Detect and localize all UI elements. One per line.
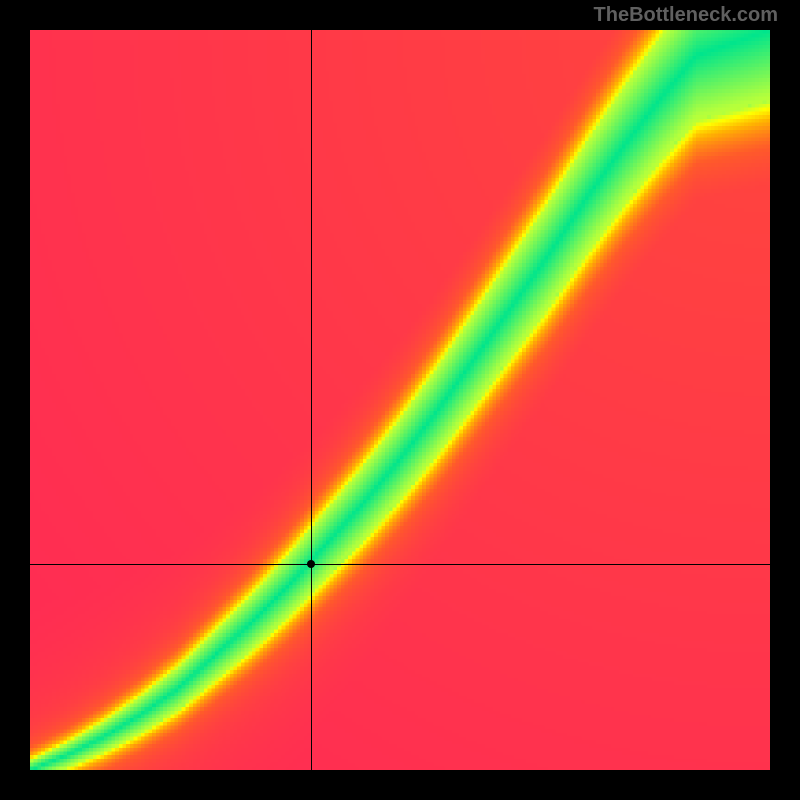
heatmap-canvas xyxy=(30,30,770,770)
watermark-text: TheBottleneck.com xyxy=(594,4,778,27)
crosshair-vertical xyxy=(311,30,312,770)
heatmap-plot xyxy=(30,30,770,770)
crosshair-horizontal xyxy=(30,564,770,565)
data-point-marker xyxy=(307,560,315,568)
